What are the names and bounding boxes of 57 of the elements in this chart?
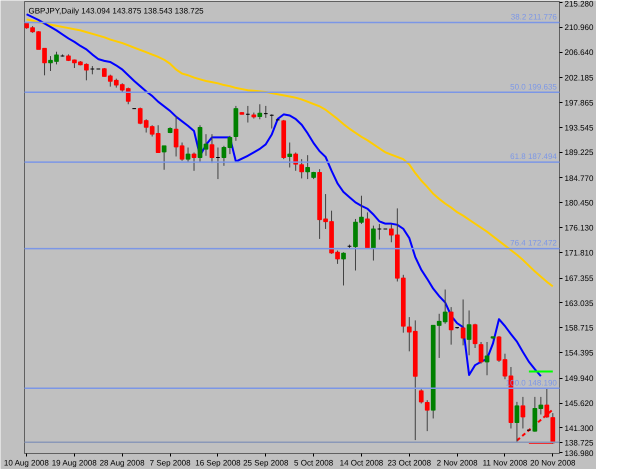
- candlestick: [341, 252, 346, 286]
- y-tick-label: 149.940: [564, 374, 594, 384]
- x-tick-label: 20 Nov 2008: [530, 458, 576, 468]
- candlestick: [371, 225, 376, 262]
- candlestick: [466, 310, 472, 356]
- y-tick-label: 136.980: [564, 448, 594, 458]
- y-tick-label: 176.130: [564, 224, 594, 233]
- candlestick: [257, 104, 262, 120]
- y-tick-label: 158.715: [564, 324, 594, 333]
- y-tick-label: 210.960: [564, 23, 594, 32]
- ref-line-label: 76.4 172.472: [510, 238, 558, 248]
- candlestick: [460, 298, 466, 346]
- x-tick-label: 5 Oct 2008: [294, 458, 334, 468]
- text: GBPJPY,Daily 143.094 143.875 138.543 138.725: [28, 6, 204, 16]
- candlestick: [299, 158, 304, 179]
- candlestick: [186, 147, 190, 163]
- y-tick-label: 206.640: [564, 48, 594, 58]
- candlestick: [287, 142, 292, 168]
- y-tick-label: 189.225: [564, 148, 594, 158]
- x-tick-label: 14 Oct 2008: [340, 458, 384, 468]
- candlestick: [162, 145, 166, 170]
- y-tick-label: 138.725: [564, 438, 594, 448]
- x-tick-label: 28 Aug 2008: [100, 458, 146, 468]
- y-tick-label: 154.395: [564, 348, 594, 358]
- candlestick: [424, 400, 430, 432]
- candlestick: [418, 388, 424, 404]
- y-tick-label: 215.280: [564, 0, 594, 8]
- candlestick: [520, 396, 526, 429]
- x-tick-label: 2 Nov 2008: [436, 458, 478, 468]
- y-tick-label: 202.185: [564, 74, 594, 83]
- ref-line-label: 61.8 187.494: [510, 152, 558, 162]
- x-tick-label: 16 Sep 2008: [195, 458, 242, 468]
- y-tick-label: 184.770: [564, 174, 594, 183]
- x-tick-label: 7 Sep 2008: [150, 458, 192, 468]
- x-tick-label: 19 Aug 2008: [52, 458, 98, 468]
- y-tick-label: 171.810: [564, 248, 594, 258]
- x-tick-label: 23 Oct 2008: [388, 458, 432, 468]
- y-tick-label: 141.300: [564, 424, 594, 433]
- y-tick-label: 197.865: [564, 98, 594, 108]
- candlestick: [305, 154, 310, 180]
- candlestick: [484, 342, 490, 376]
- candlestick: [478, 342, 484, 364]
- x-tick-label: 10 Aug 2008: [4, 458, 50, 468]
- candlestick: [514, 401, 520, 442]
- candlestick: [210, 134, 214, 164]
- x-tick-label: 11 Nov 2008: [482, 458, 528, 468]
- candlestick: [472, 323, 478, 348]
- y-tick-label: 180.450: [564, 198, 594, 208]
- y-tick-label: 167.355: [564, 274, 594, 284]
- candlestick: [448, 306, 454, 346]
- y-tick-label: 163.035: [564, 298, 594, 308]
- ref-line-label: 38.2 211.776: [510, 12, 558, 22]
- y-tick-label: 193.545: [564, 123, 594, 132]
- x-tick-label: 25 Sep 2008: [243, 458, 290, 468]
- candlestick: [192, 152, 196, 172]
- ref-line-label: 50.0 199.635: [510, 82, 558, 92]
- y-tick-label: 145.620: [564, 399, 594, 408]
